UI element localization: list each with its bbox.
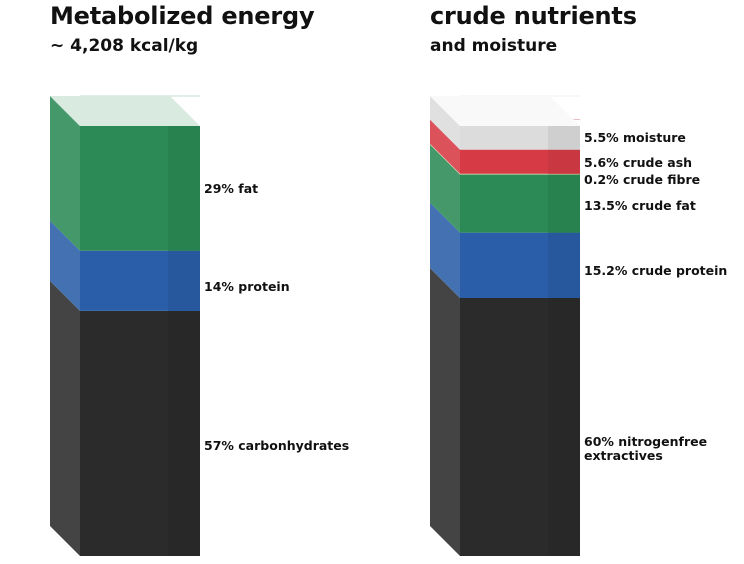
segment-label: 5.5% moisture bbox=[584, 130, 686, 145]
segment-label: 60% nitrogenfree extractives bbox=[584, 434, 707, 463]
segment-3: 13.5% crude fat bbox=[430, 144, 696, 233]
segment-2: 15.2% crude protein bbox=[430, 202, 727, 298]
segment-side-face bbox=[430, 119, 460, 174]
segment-label: 0.2% crude fibre bbox=[584, 172, 700, 187]
chart-title-nutrients: crude nutrients bbox=[430, 2, 637, 30]
segment-front-shade bbox=[548, 174, 580, 233]
segment-side-face bbox=[430, 143, 460, 175]
segment-front-shade bbox=[168, 250, 200, 311]
segment-2: 14% protein bbox=[50, 220, 290, 311]
stacked-bar-2: 60% nitrogenfree extractives 15.2% crude p… bbox=[430, 95, 727, 556]
segment-front-shade bbox=[548, 126, 580, 150]
segment-side-face bbox=[430, 144, 460, 233]
segment-front-shade bbox=[548, 298, 580, 556]
segment-side-face bbox=[430, 96, 460, 150]
segment-front-shade bbox=[548, 232, 580, 298]
segment-label: 29% fat bbox=[204, 181, 258, 196]
segment-label: 15.2% crude protein bbox=[584, 263, 727, 278]
segment-side-face bbox=[50, 220, 80, 311]
segment-side-face bbox=[50, 280, 80, 556]
segment-front-shade bbox=[168, 310, 200, 556]
segment-side-face bbox=[430, 268, 460, 556]
segment-side-face bbox=[430, 202, 460, 298]
chart-subtitle-nutrients: and moisture bbox=[430, 36, 558, 56]
segment-3: 29% fat bbox=[50, 95, 258, 251]
segment-label: 5.6% crude ash bbox=[584, 155, 692, 170]
segment-label: 13.5% crude fat bbox=[584, 198, 696, 213]
segment-side-face bbox=[50, 96, 80, 251]
stacked-bar-1: 57% carbonhydrates 14% protein 29% fat bbox=[50, 95, 349, 556]
segment-1: 60% nitrogenfree extractives bbox=[430, 267, 707, 556]
chart-subtitle-energy: ~ 4,208 kcal/kg bbox=[50, 36, 199, 56]
stack-top-face bbox=[430, 96, 580, 126]
segment-1: 57% carbonhydrates bbox=[50, 280, 349, 556]
segment-6: 5.5% moisture bbox=[430, 95, 686, 150]
chart-title-energy: Metabolized energy bbox=[50, 2, 315, 30]
stack-top-face bbox=[50, 96, 200, 126]
segment-front-shade bbox=[168, 126, 200, 251]
segment-label: 14% protein bbox=[204, 279, 290, 294]
segment-front-face bbox=[460, 173, 580, 175]
segment-front-shade bbox=[548, 149, 580, 174]
segment-5: 5.6% crude ash bbox=[430, 119, 692, 174]
segment-label: 57% carbonhydrates bbox=[204, 438, 349, 453]
segment-front-shade bbox=[548, 173, 580, 175]
